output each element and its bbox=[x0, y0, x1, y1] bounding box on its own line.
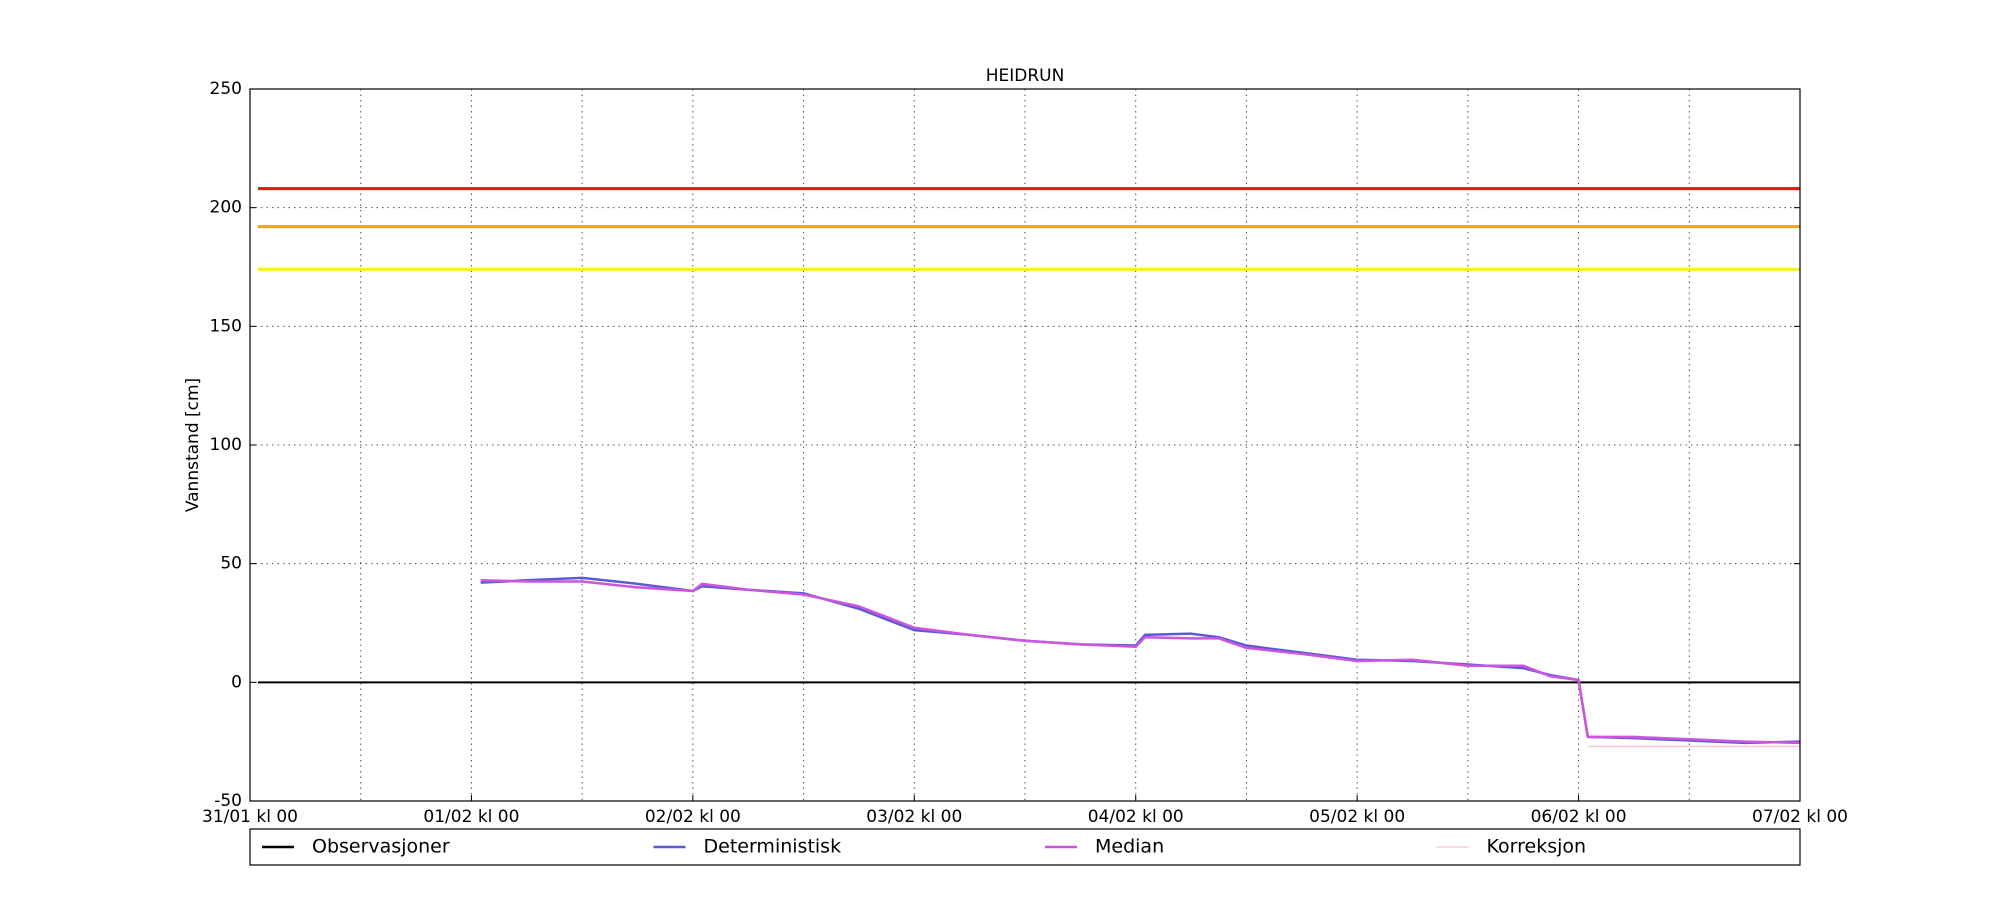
x-tick-label: 04/02 kl 00 bbox=[1088, 807, 1184, 827]
y-tick-label: 150 bbox=[210, 316, 242, 336]
series-line bbox=[480, 579, 1801, 745]
chart-title: HEIDRUN bbox=[986, 66, 1065, 86]
y-tick-label: 250 bbox=[210, 79, 242, 99]
y-tick-label: 0 bbox=[231, 672, 242, 692]
series-line bbox=[480, 576, 1801, 745]
y-tick-label: -50 bbox=[214, 791, 242, 811]
x-tick-label: 06/02 kl 00 bbox=[1531, 807, 1627, 827]
legend-label: Deterministisk bbox=[704, 836, 842, 858]
legend-box bbox=[249, 828, 1801, 866]
y-axis-label: Vannstand [cm] bbox=[183, 378, 203, 512]
legend-label: Observasjoner bbox=[312, 836, 450, 858]
x-tick-label: 02/02 kl 00 bbox=[645, 807, 741, 827]
y-tick-label: 100 bbox=[210, 435, 242, 455]
plot-frame bbox=[249, 88, 1801, 802]
x-tick-label: 07/02 kl 00 bbox=[1752, 807, 1848, 827]
x-tick-label: 31/01 kl 00 bbox=[202, 807, 298, 827]
x-tick-label: 05/02 kl 00 bbox=[1309, 807, 1405, 827]
y-tick-label: 50 bbox=[220, 554, 242, 574]
y-tick-label: 200 bbox=[210, 198, 242, 218]
x-tick-label: 01/02 kl 00 bbox=[423, 807, 519, 827]
x-tick-label: 03/02 kl 00 bbox=[866, 807, 962, 827]
legend-label: Korreksjon bbox=[1487, 836, 1587, 858]
legend-label: Median bbox=[1095, 836, 1164, 858]
